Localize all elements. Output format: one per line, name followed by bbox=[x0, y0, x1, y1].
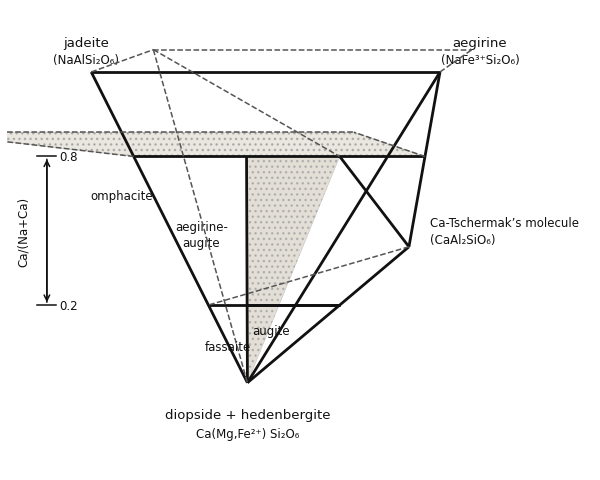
Text: 0.2: 0.2 bbox=[59, 299, 78, 312]
Polygon shape bbox=[247, 157, 340, 383]
Text: Ca-Tschermak’s molecule: Ca-Tschermak’s molecule bbox=[430, 216, 579, 229]
Text: omphacite: omphacite bbox=[90, 189, 153, 202]
Text: (NaFe³⁺Si₂O₆): (NaFe³⁺Si₂O₆) bbox=[440, 54, 520, 67]
Text: diopside + hedenbergite: diopside + hedenbergite bbox=[164, 408, 330, 421]
Text: aegirine: aegirine bbox=[452, 36, 507, 49]
Text: (NaAlSi₂O₆): (NaAlSi₂O₆) bbox=[53, 54, 119, 67]
Text: augite: augite bbox=[252, 324, 289, 337]
Text: Ca/(Na+Ca): Ca/(Na+Ca) bbox=[16, 196, 29, 266]
Text: (CaAl₂SiO₆): (CaAl₂SiO₆) bbox=[430, 233, 496, 246]
Text: fassaite: fassaite bbox=[205, 341, 251, 354]
Polygon shape bbox=[0, 133, 425, 157]
Text: 0.8: 0.8 bbox=[59, 151, 77, 164]
Text: Ca(Mg,Fe²⁺) Si₂O₆: Ca(Mg,Fe²⁺) Si₂O₆ bbox=[196, 427, 299, 440]
Text: aegirine-
augite: aegirine- augite bbox=[175, 221, 228, 250]
Text: jadeite: jadeite bbox=[63, 36, 109, 49]
